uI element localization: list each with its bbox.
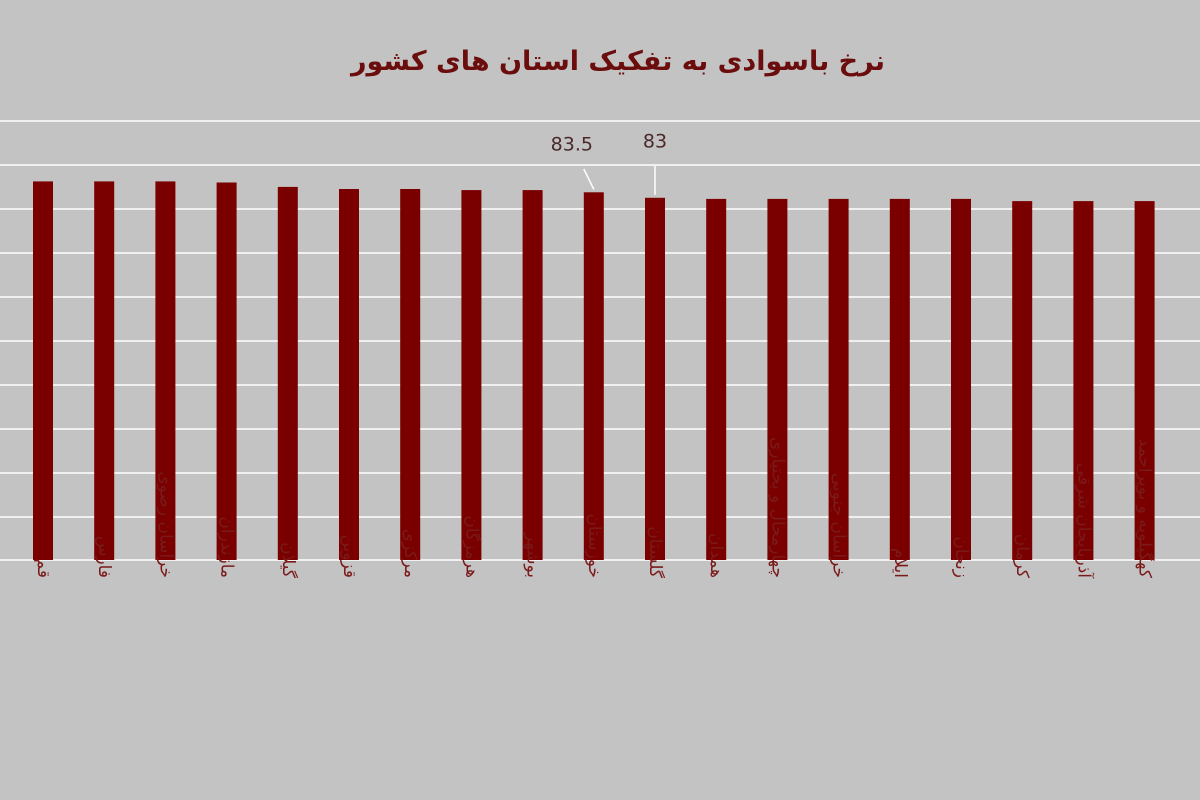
category-label-9: خوزستان <box>584 513 604 578</box>
data-label-10: 83 <box>643 131 667 153</box>
category-label-0: قم <box>33 559 53 578</box>
category-label-17: آذربایجان شرقی <box>1073 463 1095 579</box>
bar-11 <box>706 198 727 560</box>
bar-14 <box>889 198 910 560</box>
bar-8 <box>522 190 543 560</box>
category-label-15: زنجان <box>951 536 971 578</box>
category-label-10: گلستان <box>645 526 666 579</box>
bar-2 <box>155 181 176 560</box>
bar-0 <box>33 181 53 560</box>
bar-18 <box>1134 201 1155 560</box>
category-label-18: کهگیلویه و بویراحمد <box>1135 439 1156 579</box>
bar-13 <box>828 198 849 560</box>
bar-10 <box>645 197 665 561</box>
data-label-leader-9 <box>583 168 595 190</box>
bar-17 <box>1073 201 1094 560</box>
category-label-8: بوشهر <box>523 532 543 578</box>
data-label-9: 83.5 <box>551 134 593 156</box>
category-label-1: فارس <box>94 536 114 578</box>
bar-12 <box>767 198 788 560</box>
category-label-11: همدان <box>706 533 726 578</box>
bar-9 <box>583 192 604 561</box>
category-label-3: مازندران <box>217 516 237 578</box>
category-label-13: خراسان جنوبی <box>829 473 849 578</box>
category-label-16: کرمان <box>1012 534 1032 579</box>
category-label-4: گیلان <box>278 542 299 579</box>
category-label-6: مرکزی <box>400 529 420 578</box>
bar-15 <box>951 198 971 560</box>
bar-3 <box>216 182 237 560</box>
category-label-7: هرمزگان <box>461 515 482 578</box>
bar-6 <box>400 189 421 560</box>
category-label-2: خراسان رضوی <box>155 471 175 578</box>
bar-1 <box>94 181 115 560</box>
chart-title: نرخ باسوادی به تفکیک استان های کشور <box>350 46 886 77</box>
category-label-14: ایلام <box>890 548 910 578</box>
category-label-5: قزوین <box>339 535 359 578</box>
bar-16 <box>1012 201 1033 560</box>
category-label-12: چهارمحال و بختیاری <box>767 437 787 578</box>
bar-5 <box>339 189 359 560</box>
bar-7 <box>461 190 482 560</box>
bar-4 <box>277 186 298 560</box>
